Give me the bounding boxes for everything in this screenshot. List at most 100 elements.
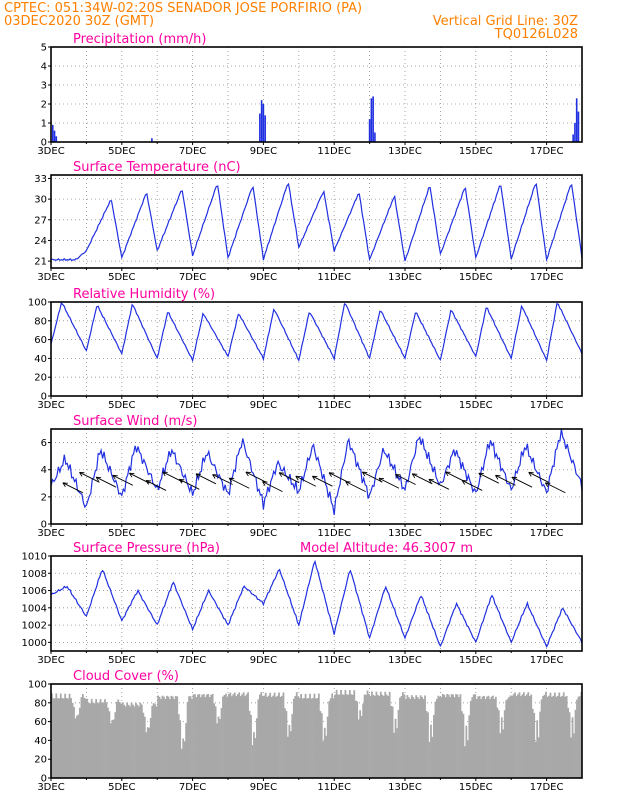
cloud-bar — [120, 703, 123, 778]
wind-arrow-head — [478, 472, 484, 478]
panel-title-rh: Relative Humidity (%) — [73, 287, 215, 302]
cloud-bar — [199, 697, 202, 778]
cloud-bar — [81, 694, 84, 778]
cloud-bar — [449, 697, 452, 778]
cloud-bar — [312, 698, 314, 778]
cloud-bar — [65, 698, 68, 778]
cloud-bar — [427, 712, 429, 778]
cloud-bar — [555, 696, 558, 778]
cloud-bar — [149, 718, 152, 778]
cloud-bar — [313, 693, 316, 778]
cloud-bar — [108, 711, 111, 778]
wind-arrow — [229, 477, 250, 489]
y-tick-label: 40 — [34, 354, 47, 365]
precip-bar — [53, 130, 56, 142]
cloud-bar — [509, 695, 512, 778]
cloud-bar — [577, 696, 580, 778]
cloud-bar — [163, 696, 165, 778]
cloud-bar — [219, 719, 221, 778]
precip-bar — [51, 124, 54, 142]
cloud-bar — [307, 698, 310, 778]
cloud-bar — [146, 727, 149, 778]
cloud-bar — [256, 718, 258, 778]
x-tick-label: 13DEC — [388, 528, 422, 539]
cloud-bar — [405, 698, 407, 778]
cloud-bar — [378, 695, 381, 778]
cloud-bar — [356, 701, 359, 778]
cloud-bar — [374, 695, 376, 778]
cloud-bar — [169, 699, 171, 778]
cloud-bar — [487, 695, 490, 778]
cloud-bar — [382, 695, 385, 778]
panels: Precipitation (mm/h) 0 1 2 3 4 5 3DEC 5DEC 7DEC 9D… — [22, 32, 583, 793]
cloud-bar — [480, 699, 482, 778]
wind-arrow-head — [162, 471, 168, 477]
cloud-bar — [289, 731, 292, 778]
panel-annotation-pres: Model Altitude: 46.3007 m — [300, 541, 473, 556]
cloud-bar — [328, 701, 331, 778]
x-tick-label: 7DEC — [179, 655, 206, 666]
panel-cloud: Cloud Cover (%) 0 20 40 60 80 100 3DEC 5DEC 7DEC 9… — [28, 669, 583, 793]
cloud-bar — [288, 724, 291, 778]
cloud-bar — [295, 692, 298, 778]
cloud-bar — [530, 694, 533, 778]
cloud-bar — [157, 695, 159, 778]
cloud-bar — [406, 695, 409, 778]
cloud-bar — [267, 695, 270, 778]
cloud-bar — [99, 699, 102, 778]
panel-title-precip: Precipitation (mm/h) — [73, 32, 206, 47]
plot-frame — [50, 46, 583, 143]
x-tick-label: 5DEC — [108, 272, 135, 283]
cloud-bar — [121, 702, 124, 778]
cloud-bar — [465, 725, 468, 778]
x-tick-label: 9DEC — [250, 272, 277, 283]
y-tick-label: 20 — [34, 373, 47, 384]
x-tick-label: 3DEC — [37, 146, 64, 157]
cloud-bar — [272, 695, 275, 778]
wind-arrow-head — [178, 478, 185, 484]
cloud-bar — [402, 692, 404, 778]
cloud-bar — [186, 702, 189, 778]
cloud-bar — [92, 702, 95, 778]
cloud-bar — [214, 706, 217, 778]
cloud-bar — [282, 692, 285, 778]
wind-arrow-head — [278, 472, 285, 477]
cloud-bar — [346, 694, 348, 778]
cloud-bar — [124, 706, 127, 778]
x-tick-label: 7DEC — [179, 782, 206, 793]
wind-arrow — [179, 478, 200, 490]
panel-title-pres: Surface Pressure (hPa) — [73, 541, 220, 556]
wind-arrow-head — [428, 478, 434, 484]
cloud-bar — [347, 694, 350, 778]
cloud-bar — [151, 705, 154, 778]
cloud-bar — [418, 698, 421, 778]
wind-arrow — [395, 474, 416, 485]
y-tick-label: 60 — [34, 335, 47, 346]
cloud-bar — [381, 694, 384, 778]
wind-arrow-head — [328, 472, 335, 477]
cloud-bar — [139, 702, 142, 778]
cloud-bar — [415, 695, 418, 778]
cloud-bar — [394, 718, 397, 778]
x-tick-label: 17DEC — [530, 528, 564, 539]
cloud-bar — [558, 692, 561, 778]
cloud-bar — [316, 698, 319, 778]
wind-arrow-head — [461, 480, 468, 485]
cloud-bar — [438, 696, 441, 778]
x-tick-label: 3DEC — [37, 272, 64, 283]
cloud-bar — [143, 716, 146, 778]
precip-bar — [151, 138, 153, 142]
cloud-bar — [435, 699, 438, 778]
cloud-bar — [512, 694, 515, 778]
x-tick-label: 15DEC — [459, 655, 493, 666]
cloud-bar — [287, 736, 289, 778]
wind-arrow-head — [495, 474, 501, 480]
wind-arrow-head — [62, 482, 68, 488]
precip-bar — [374, 132, 376, 142]
cloud-bar — [56, 698, 59, 778]
cloud-bar — [211, 693, 214, 778]
cloud-bar — [189, 696, 192, 778]
cloud-bar — [523, 692, 525, 778]
cloud-bar — [185, 723, 187, 778]
x-tick-label: 11DEC — [317, 782, 351, 793]
